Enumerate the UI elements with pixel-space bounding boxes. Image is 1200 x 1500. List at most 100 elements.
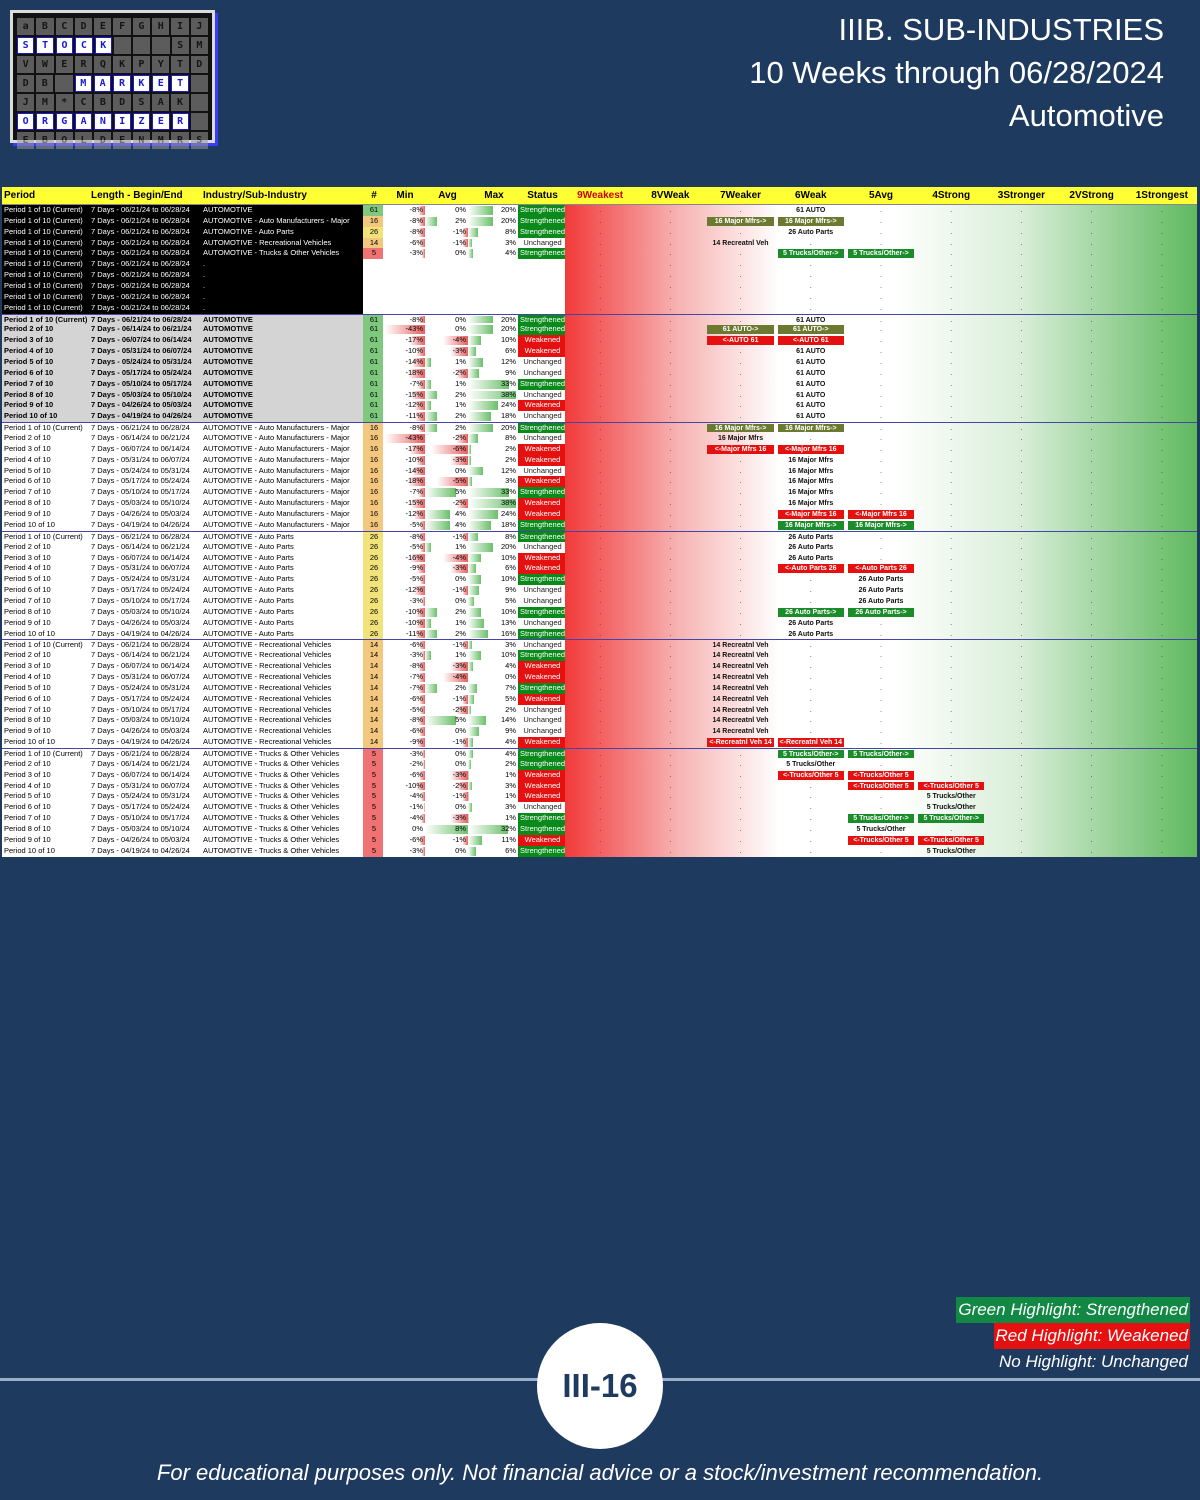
empty-marker: . (879, 433, 883, 443)
length-cell: 7 Days - 06/07/24 to 06/14/24 (89, 335, 201, 347)
table-header: Period Length - Begin/End Industry/Sub-Ind… (2, 187, 1197, 205)
empty-marker: . (599, 606, 602, 616)
empty-marker: . (1090, 531, 1093, 541)
rank-cell: . (986, 846, 1056, 857)
avg-cell: 2% (425, 683, 468, 694)
empty-marker: . (809, 281, 812, 291)
max-cell: 9% (468, 368, 518, 379)
count-cell: 26 (363, 606, 383, 618)
rank-cell: . (1127, 520, 1197, 531)
count-cell: 14 (363, 737, 383, 748)
rank-cell: . (1057, 759, 1127, 770)
value-text: 5% (455, 715, 466, 725)
negative-bar (414, 629, 425, 639)
rank-cell: . (1057, 335, 1127, 346)
value-text: -5% (452, 476, 466, 486)
length-cell: 7 Days - 05/10/24 to 05/17/24 (91, 704, 190, 714)
negative-bar (410, 553, 425, 563)
industry-cell: AUTOMOTIVE - Recreational Vehicles (203, 650, 332, 660)
rank-cell: . (635, 487, 705, 498)
rank-cell: . (916, 292, 986, 303)
rank-cell: . (1057, 357, 1127, 368)
rank-cell: . (846, 357, 916, 368)
empty-marker: . (739, 726, 742, 736)
rank-cell: . (986, 672, 1056, 683)
rank-heatmap: .... 16 Major Mfrs..... (565, 476, 1197, 488)
empty-marker: . (599, 737, 602, 747)
avg-cell: -4% (425, 672, 468, 683)
length-cell: 7 Days - 06/21/24 to 06/28/24 (89, 226, 201, 238)
rank-label: 61 AUTO (796, 359, 826, 367)
rank-cell: . (1127, 629, 1197, 640)
rank-cell: . 16 Major Mfrs (705, 433, 775, 444)
table-row: Period 3 of 10 7 Days - 06/07/24 to 06/14… (2, 661, 1197, 672)
length-cell: 7 Days - 06/14/24 to 06/21/24 (91, 433, 190, 443)
value-text: 0% (455, 574, 466, 584)
min-cell: -10% (383, 781, 425, 792)
length-cell: 7 Days - 06/21/24 to 06/28/24 (89, 314, 201, 325)
empty-marker: . (1020, 281, 1023, 291)
length-cell: 7 Days - 04/19/24 to 04/26/24 (91, 628, 190, 638)
value-text: 20% (500, 324, 516, 334)
empty-marker: . (599, 291, 602, 301)
rank-cell: . (846, 466, 916, 477)
rank-cell: . (1057, 205, 1127, 216)
empty-marker: . (1160, 443, 1163, 453)
rank-cell: . (776, 802, 846, 813)
empty-marker: . (739, 389, 742, 399)
industry-cell: AUTOMOTIVE - Trucks & Other Vehicles (203, 834, 340, 844)
rank-cell: . (565, 770, 635, 781)
period-cell: Period 1 of 10 (Current) (2, 281, 89, 292)
empty-marker: . (669, 400, 672, 410)
rank-cell: . (1127, 694, 1197, 705)
rank-cell: . (705, 466, 775, 477)
table-row: Period 3 of 10 7 Days - 06/07/24 to 06/14… (2, 769, 1197, 781)
length-cell: 7 Days - 06/21/24 to 06/28/24 (89, 215, 201, 227)
min-cell: -2% (383, 759, 425, 770)
empty-marker: . (739, 226, 742, 236)
min-cell: -8% (383, 532, 425, 542)
avg-cell: -1% (425, 227, 468, 238)
empty-marker: . (809, 628, 812, 638)
value-text: -1% (452, 640, 466, 650)
avg-cell: -2% (425, 781, 468, 792)
empty-marker: . (950, 552, 953, 562)
logo-tile: D (94, 132, 112, 149)
empty-marker: . (809, 758, 812, 768)
empty-marker: . (1020, 617, 1023, 627)
industry-cell: AUTOMOTIVE - Recreational Vehicles (203, 715, 332, 725)
max-cell (468, 259, 518, 270)
rank-cell: . (846, 281, 916, 292)
empty-marker: . (1160, 226, 1163, 236)
empty-marker: . (1020, 454, 1023, 464)
empty-marker: . (739, 346, 742, 356)
rank-cell: . (705, 749, 775, 759)
value-text: -6% (409, 834, 423, 844)
rank-cell: . (635, 574, 705, 585)
empty-marker: . (1020, 769, 1023, 779)
value-text: 33% (500, 378, 516, 388)
rank-label: 14 Recreatnl Veh (712, 706, 769, 714)
rank-cell: .5 Trucks/Other-> (846, 749, 916, 759)
avg-cell (425, 303, 468, 314)
rank-heatmap: ...<-Recreatnl Veh 14.<-Recreatnl Veh 14… (565, 737, 1197, 748)
rank-heatmap: ....5 Trucks/Other..... (565, 758, 1197, 770)
column-header: 7Weaker (720, 190, 762, 201)
rank-cell: . (846, 390, 916, 401)
period-cell: Period 1 of 10 (Current) (2, 302, 89, 314)
rank-cell: . (986, 835, 1056, 846)
rank-cell: . (565, 618, 635, 629)
period-cell: Period 2 of 10 (4, 541, 51, 551)
status-cell (518, 292, 565, 303)
empty-marker: . (669, 791, 672, 801)
value-text: 9% (505, 367, 516, 377)
rank-cell: . (986, 749, 1056, 759)
positive-bar (468, 651, 481, 661)
positive-bar (468, 336, 481, 346)
empty-marker: . (879, 791, 883, 801)
value-text: -1% (452, 585, 466, 595)
status-cell: Strengthened (518, 628, 565, 640)
column-header: Avg (438, 190, 457, 201)
logo-tile: I (113, 113, 131, 130)
empty-marker: . (879, 237, 883, 247)
